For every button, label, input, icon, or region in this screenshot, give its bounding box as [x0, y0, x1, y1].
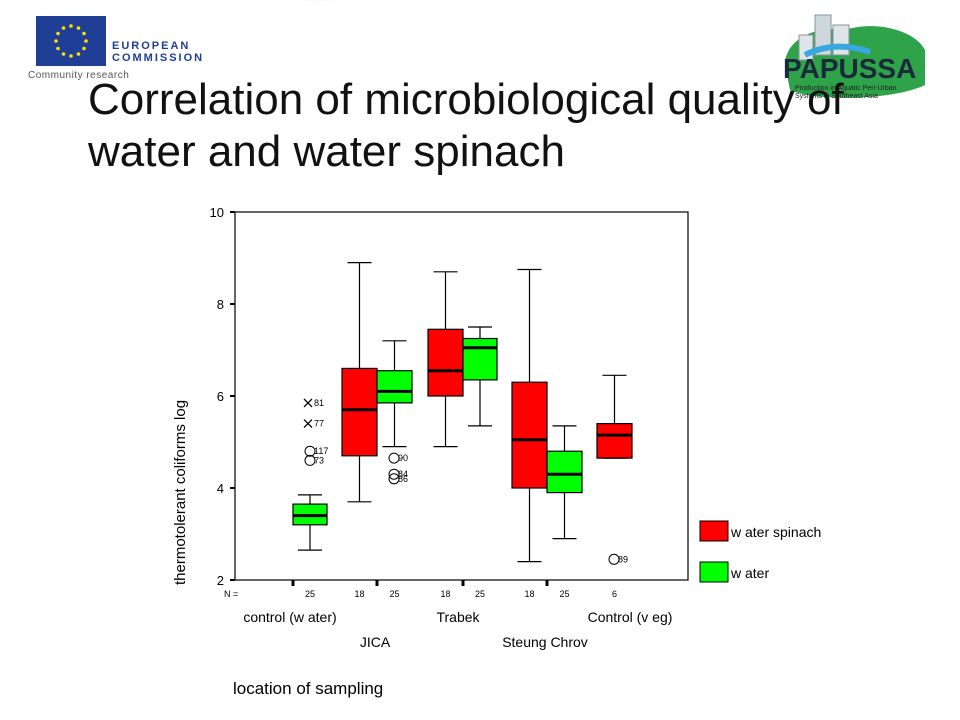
outlier-mark	[608, 553, 620, 565]
n-value: 6	[612, 589, 617, 599]
outlier-label: 86	[398, 474, 408, 484]
outlier-label: 90	[398, 453, 408, 463]
eu-star-icon	[56, 46, 60, 51]
n-label: N =	[224, 589, 238, 599]
y-tick-label: 6	[217, 389, 224, 404]
decorative-line	[304, 0, 336, 1]
outlier-mark	[304, 445, 316, 457]
outlier-label: 73	[314, 455, 324, 465]
x-category-label: Steung Chrov	[502, 634, 588, 650]
box	[511, 381, 548, 489]
y-tick-label: 4	[217, 481, 224, 496]
svg-text:Systems in Southeast Asia: Systems in Southeast Asia	[795, 93, 878, 100]
n-value: 18	[524, 589, 534, 599]
legend-label: w ater	[730, 565, 769, 581]
y-tick-label: 2	[217, 573, 224, 588]
svg-text:PAPUSSA: PAPUSSA	[783, 53, 916, 84]
box	[546, 450, 583, 494]
eu-star-icon	[82, 46, 86, 51]
n-value: 18	[440, 589, 450, 599]
y-tick-label: 10	[210, 205, 224, 220]
n-value: 25	[389, 589, 399, 599]
eu-star-icon	[54, 39, 58, 43]
extreme-outlier-mark	[303, 398, 313, 408]
eu-star-icon	[84, 39, 88, 43]
outlier-mark	[388, 468, 400, 480]
n-value: 25	[305, 589, 315, 599]
x-axis-label: location of sampling	[233, 679, 383, 698]
eu-star-icon	[61, 52, 66, 56]
y-tick-label: 8	[217, 297, 224, 312]
eu-logo: EUROPEAN COMMISSION Community research	[0, 0, 202, 85]
eu-star-icon	[76, 52, 81, 56]
eu-star-icon	[61, 26, 66, 30]
eu-star-icon	[69, 54, 73, 58]
eu-star-icon	[76, 26, 81, 30]
x-category-label: control (w ater)	[243, 609, 336, 625]
x-category-label: JICA	[360, 634, 391, 650]
n-value: 18	[354, 589, 364, 599]
box	[596, 423, 633, 459]
outlier-label: 117	[314, 446, 328, 456]
legend-swatch	[699, 561, 729, 583]
outlier-mark	[388, 452, 400, 464]
papussa-logo: PAPUSSA Production in Aquatic Peri-Urban…	[783, 14, 925, 100]
outlier-mark	[388, 473, 400, 485]
svg-text:Production in Aquatic Peri-Urb: Production in Aquatic Peri-Urban	[795, 85, 897, 92]
legend-label: w ater spinach	[730, 524, 821, 540]
eu-flag-icon	[36, 16, 106, 66]
box	[376, 370, 413, 404]
outlier-label: 89	[618, 554, 628, 564]
box	[462, 337, 498, 381]
eu-star-icon	[69, 24, 73, 28]
n-value: 25	[559, 589, 569, 599]
page-title: Correlation of microbiological quality o…	[88, 75, 844, 176]
eu-logo-subtitle: Community research	[28, 70, 130, 81]
box	[427, 328, 464, 397]
n-value: 25	[475, 589, 485, 599]
eu-logo-text: EUROPEAN COMMISSION	[112, 40, 205, 64]
outlier-mark	[304, 454, 316, 466]
outlier-label: 77	[314, 419, 324, 429]
box	[341, 367, 378, 457]
x-category-label: Trabek	[436, 609, 480, 625]
eu-star-icon	[56, 31, 60, 36]
outlier-label: 84	[398, 469, 408, 479]
x-category-label: Control (v eg)	[588, 609, 673, 625]
eu-star-icon	[82, 31, 86, 36]
extreme-outlier-mark	[303, 419, 313, 429]
legend-swatch	[699, 520, 729, 542]
y-axis-label: thermotolerant coliforms log	[172, 399, 189, 585]
outlier-label: 81	[314, 398, 324, 408]
